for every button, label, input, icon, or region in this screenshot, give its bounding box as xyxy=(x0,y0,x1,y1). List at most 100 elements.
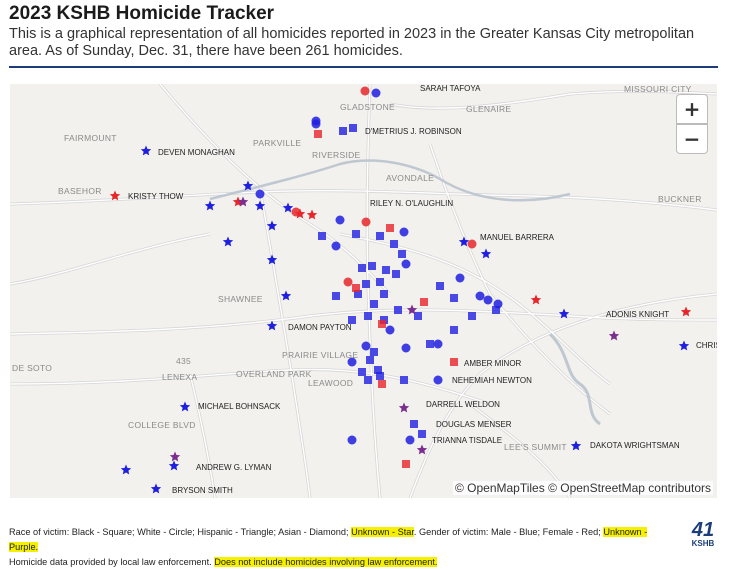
homicide-marker[interactable] xyxy=(242,180,254,191)
homicide-marker[interactable] xyxy=(492,306,500,314)
homicide-marker[interactable] xyxy=(680,306,692,317)
map-canvas[interactable]: GLADSTONE GLENAIRE MISSOURI CITY FAIRMOUNT P… xyxy=(10,84,717,498)
homicide-marker[interactable] xyxy=(168,460,180,471)
homicide-marker[interactable] xyxy=(480,248,492,259)
homicide-marker[interactable] xyxy=(364,312,372,320)
homicide-marker[interactable] xyxy=(222,236,234,247)
homicide-marker[interactable] xyxy=(374,366,382,374)
homicide-marker[interactable] xyxy=(360,86,370,96)
homicide-marker[interactable] xyxy=(169,451,181,462)
homicide-marker[interactable] xyxy=(376,372,384,380)
homicide-marker[interactable] xyxy=(410,420,418,428)
homicide-marker[interactable] xyxy=(608,330,620,341)
homicide-marker[interactable] xyxy=(436,282,444,290)
homicide-marker[interactable] xyxy=(204,200,216,211)
homicide-marker[interactable] xyxy=(370,300,378,308)
homicide-marker[interactable] xyxy=(179,401,191,412)
homicide-marker[interactable] xyxy=(368,262,376,270)
homicide-marker[interactable] xyxy=(390,240,398,248)
homicide-marker[interactable] xyxy=(266,254,278,265)
homicide-marker[interactable] xyxy=(318,232,326,240)
homicide-marker[interactable] xyxy=(150,483,162,494)
homicide-marker[interactable] xyxy=(433,339,443,349)
homicide-marker[interactable] xyxy=(406,304,418,315)
homicide-marker[interactable] xyxy=(405,435,415,445)
homicide-marker[interactable] xyxy=(483,295,493,305)
homicide-marker[interactable] xyxy=(237,196,249,207)
homicide-marker[interactable] xyxy=(426,340,434,348)
homicide-marker[interactable] xyxy=(394,306,402,314)
homicide-marker[interactable] xyxy=(352,284,360,292)
homicide-marker[interactable] xyxy=(362,280,370,288)
homicide-marker[interactable] xyxy=(348,316,356,324)
homicide-marker[interactable] xyxy=(400,376,408,384)
homicide-marker[interactable] xyxy=(420,298,428,306)
homicide-marker[interactable] xyxy=(398,250,406,258)
homicide-marker[interactable] xyxy=(354,290,362,298)
homicide-marker[interactable] xyxy=(401,259,411,269)
homicide-marker[interactable] xyxy=(280,290,292,301)
homicide-marker[interactable] xyxy=(402,460,410,468)
homicide-marker[interactable] xyxy=(349,124,357,132)
homicide-marker[interactable] xyxy=(382,266,390,274)
zoom-in-button[interactable]: + xyxy=(676,94,708,124)
homicide-marker[interactable] xyxy=(455,273,465,283)
homicide-map[interactable]: GLADSTONE GLENAIRE MISSOURI CITY FAIRMOUNT P… xyxy=(10,84,717,498)
homicide-marker[interactable] xyxy=(352,230,360,238)
homicide-marker[interactable] xyxy=(433,375,443,385)
homicide-marker[interactable] xyxy=(370,348,378,356)
homicide-marker[interactable] xyxy=(255,189,265,199)
homicide-marker[interactable] xyxy=(414,312,422,320)
homicide-marker[interactable] xyxy=(343,277,353,287)
homicide-marker[interactable] xyxy=(392,270,400,278)
homicide-marker[interactable] xyxy=(468,312,476,320)
homicide-marker[interactable] xyxy=(378,380,386,388)
homicide-marker[interactable] xyxy=(332,292,340,300)
homicide-marker[interactable] xyxy=(450,326,458,334)
homicide-marker[interactable] xyxy=(335,215,345,225)
homicide-marker[interactable] xyxy=(294,208,306,219)
homicide-marker[interactable] xyxy=(450,358,458,366)
homicide-marker[interactable] xyxy=(306,209,318,220)
homicide-marker[interactable] xyxy=(266,220,278,231)
homicide-marker[interactable] xyxy=(530,294,542,305)
homicide-marker[interactable] xyxy=(254,200,266,211)
homicide-marker[interactable] xyxy=(467,239,477,249)
homicide-marker[interactable] xyxy=(376,232,384,240)
homicide-marker[interactable] xyxy=(458,236,470,247)
homicide-marker[interactable] xyxy=(358,368,366,376)
homicide-marker[interactable] xyxy=(401,343,411,353)
homicide-marker[interactable] xyxy=(361,341,371,351)
homicide-marker[interactable] xyxy=(399,227,409,237)
homicide-marker[interactable] xyxy=(347,435,357,445)
homicide-marker[interactable] xyxy=(371,88,381,98)
homicide-marker[interactable] xyxy=(331,241,341,251)
homicide-marker[interactable] xyxy=(385,325,395,335)
homicide-marker[interactable] xyxy=(339,127,347,135)
zoom-out-button[interactable]: − xyxy=(676,124,708,154)
homicide-marker[interactable] xyxy=(450,294,458,302)
homicide-marker[interactable] xyxy=(378,320,386,328)
homicide-marker[interactable] xyxy=(109,190,121,201)
homicide-marker[interactable] xyxy=(282,202,294,213)
homicide-marker[interactable] xyxy=(358,264,366,272)
homicide-marker[interactable] xyxy=(678,340,690,351)
homicide-marker[interactable] xyxy=(558,308,570,319)
homicide-marker[interactable] xyxy=(366,356,374,364)
homicide-marker[interactable] xyxy=(475,291,485,301)
map-attribution[interactable]: © OpenMapTiles © OpenStreetMap contribut… xyxy=(452,481,713,495)
homicide-marker[interactable] xyxy=(398,402,410,413)
homicide-marker[interactable] xyxy=(361,217,371,227)
homicide-marker[interactable] xyxy=(380,290,388,298)
homicide-marker[interactable] xyxy=(314,130,322,138)
homicide-marker[interactable] xyxy=(347,357,357,367)
homicide-marker[interactable] xyxy=(120,464,132,475)
homicide-marker[interactable] xyxy=(416,444,428,455)
homicide-marker[interactable] xyxy=(376,278,384,286)
homicide-marker[interactable] xyxy=(140,145,152,156)
homicide-marker[interactable] xyxy=(311,119,321,129)
homicide-markers[interactable] xyxy=(109,86,692,494)
homicide-marker[interactable] xyxy=(418,430,426,438)
homicide-marker[interactable] xyxy=(386,224,394,232)
homicide-marker[interactable] xyxy=(266,320,278,331)
